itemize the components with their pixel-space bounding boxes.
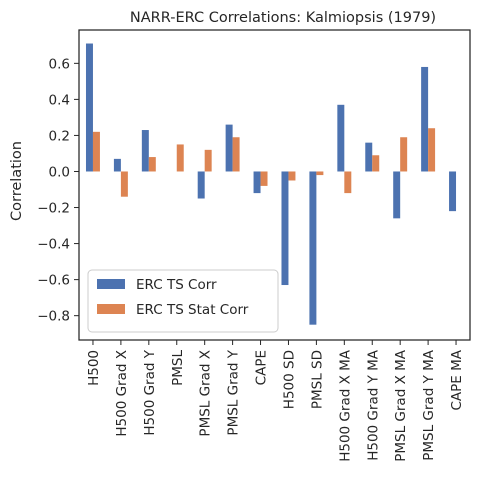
x-tick-label: H500 Grad X (114, 350, 130, 437)
bar-erc-ts-corr-13 (449, 171, 457, 212)
y-tick-label: −0.4 (37, 237, 70, 253)
bar-erc-ts-stat-corr-3 (176, 144, 184, 172)
x-tick-label: H500 (86, 350, 102, 386)
x-tick-label: H500 Grad X MA (337, 349, 353, 462)
legend: ERC TS Corr ERC TS Stat Corr (87, 269, 279, 333)
y-tick-label: 0.4 (49, 92, 70, 108)
x-tick-label: CAPE MA (449, 349, 465, 410)
x-tick-label: PMSL Grad X (198, 350, 214, 437)
x-tick-label: PMSL Grad Y MA (421, 349, 437, 461)
bar-erc-ts-stat-corr-5 (232, 137, 240, 172)
x-tick-label: PMSL (170, 350, 186, 386)
bar-erc-ts-stat-corr-10 (372, 155, 380, 172)
y-tick-label: 0.6 (49, 56, 70, 72)
x-tick-label: H500 Grad Y MA (365, 349, 381, 461)
bar-erc-ts-corr-5 (225, 124, 233, 172)
bar-erc-ts-stat-corr-11 (400, 137, 408, 172)
bar-erc-ts-stat-corr-12 (428, 128, 436, 172)
x-tick-label: CAPE (254, 350, 270, 385)
legend-swatch (97, 304, 125, 314)
bar-erc-ts-corr-8 (309, 171, 317, 325)
bar-erc-ts-corr-7 (281, 171, 289, 286)
bar-erc-ts-stat-corr-6 (260, 171, 268, 186)
bar-erc-ts-stat-corr-8 (316, 171, 324, 176)
x-tick-label: PMSL Grad Y (226, 349, 242, 435)
plot-frame (78, 29, 471, 341)
bar-erc-ts-corr-10 (365, 142, 373, 172)
y-ticks: 0.6 0.4 0.2 0.0 −0.2 −0.4 −0.6 −0.8 (37, 56, 79, 325)
chart-title: NARR-ERC Correlations: Kalmiopsis (1979) (130, 10, 436, 26)
bar-erc-ts-stat-corr-2 (148, 157, 156, 172)
x-tick-label: H500 Grad Y (142, 349, 158, 435)
y-tick-label: −0.2 (37, 201, 70, 217)
bar-erc-ts-corr-4 (197, 171, 205, 199)
bar-erc-ts-corr-0 (85, 43, 93, 172)
legend-box (87, 269, 279, 333)
bar-erc-ts-corr-12 (421, 66, 429, 172)
x-tick-label: PMSL SD (309, 350, 325, 409)
bar-erc-ts-corr-1 (113, 158, 121, 172)
x-tick-label: PMSL Grad X MA (393, 349, 409, 462)
y-tick-label: 0.2 (49, 128, 70, 144)
y-tick-label: −0.8 (37, 309, 70, 325)
y-tick-label: −0.6 (37, 273, 70, 289)
bar-erc-ts-stat-corr-4 (204, 149, 212, 172)
legend-swatch (97, 279, 125, 289)
bar-erc-ts-stat-corr-9 (344, 171, 352, 194)
bar-erc-ts-stat-corr-7 (288, 171, 296, 181)
bar-erc-ts-corr-2 (141, 130, 149, 172)
x-ticks: H500 H500 Grad X H500 Grad Y PMSL PMSL Grad … (86, 340, 465, 462)
legend-label: ERC TS Corr (136, 277, 217, 293)
bar-erc-ts-corr-6 (253, 171, 261, 194)
y-axis-label: Correlation (9, 141, 25, 221)
bar-erc-ts-stat-corr-0 (92, 131, 100, 172)
bars-group (85, 43, 457, 325)
y-tick-label: 0.0 (49, 164, 70, 180)
bar-erc-ts-corr-9 (337, 104, 345, 172)
legend-label: ERC TS Stat Corr (136, 302, 249, 318)
x-tick-label: H500 SD (281, 350, 297, 409)
bar-erc-ts-corr-11 (393, 171, 401, 219)
bar-erc-ts-stat-corr-1 (120, 171, 128, 197)
